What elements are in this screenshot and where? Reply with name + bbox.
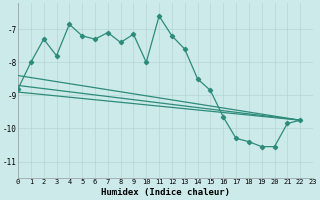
- X-axis label: Humidex (Indice chaleur): Humidex (Indice chaleur): [101, 188, 230, 197]
